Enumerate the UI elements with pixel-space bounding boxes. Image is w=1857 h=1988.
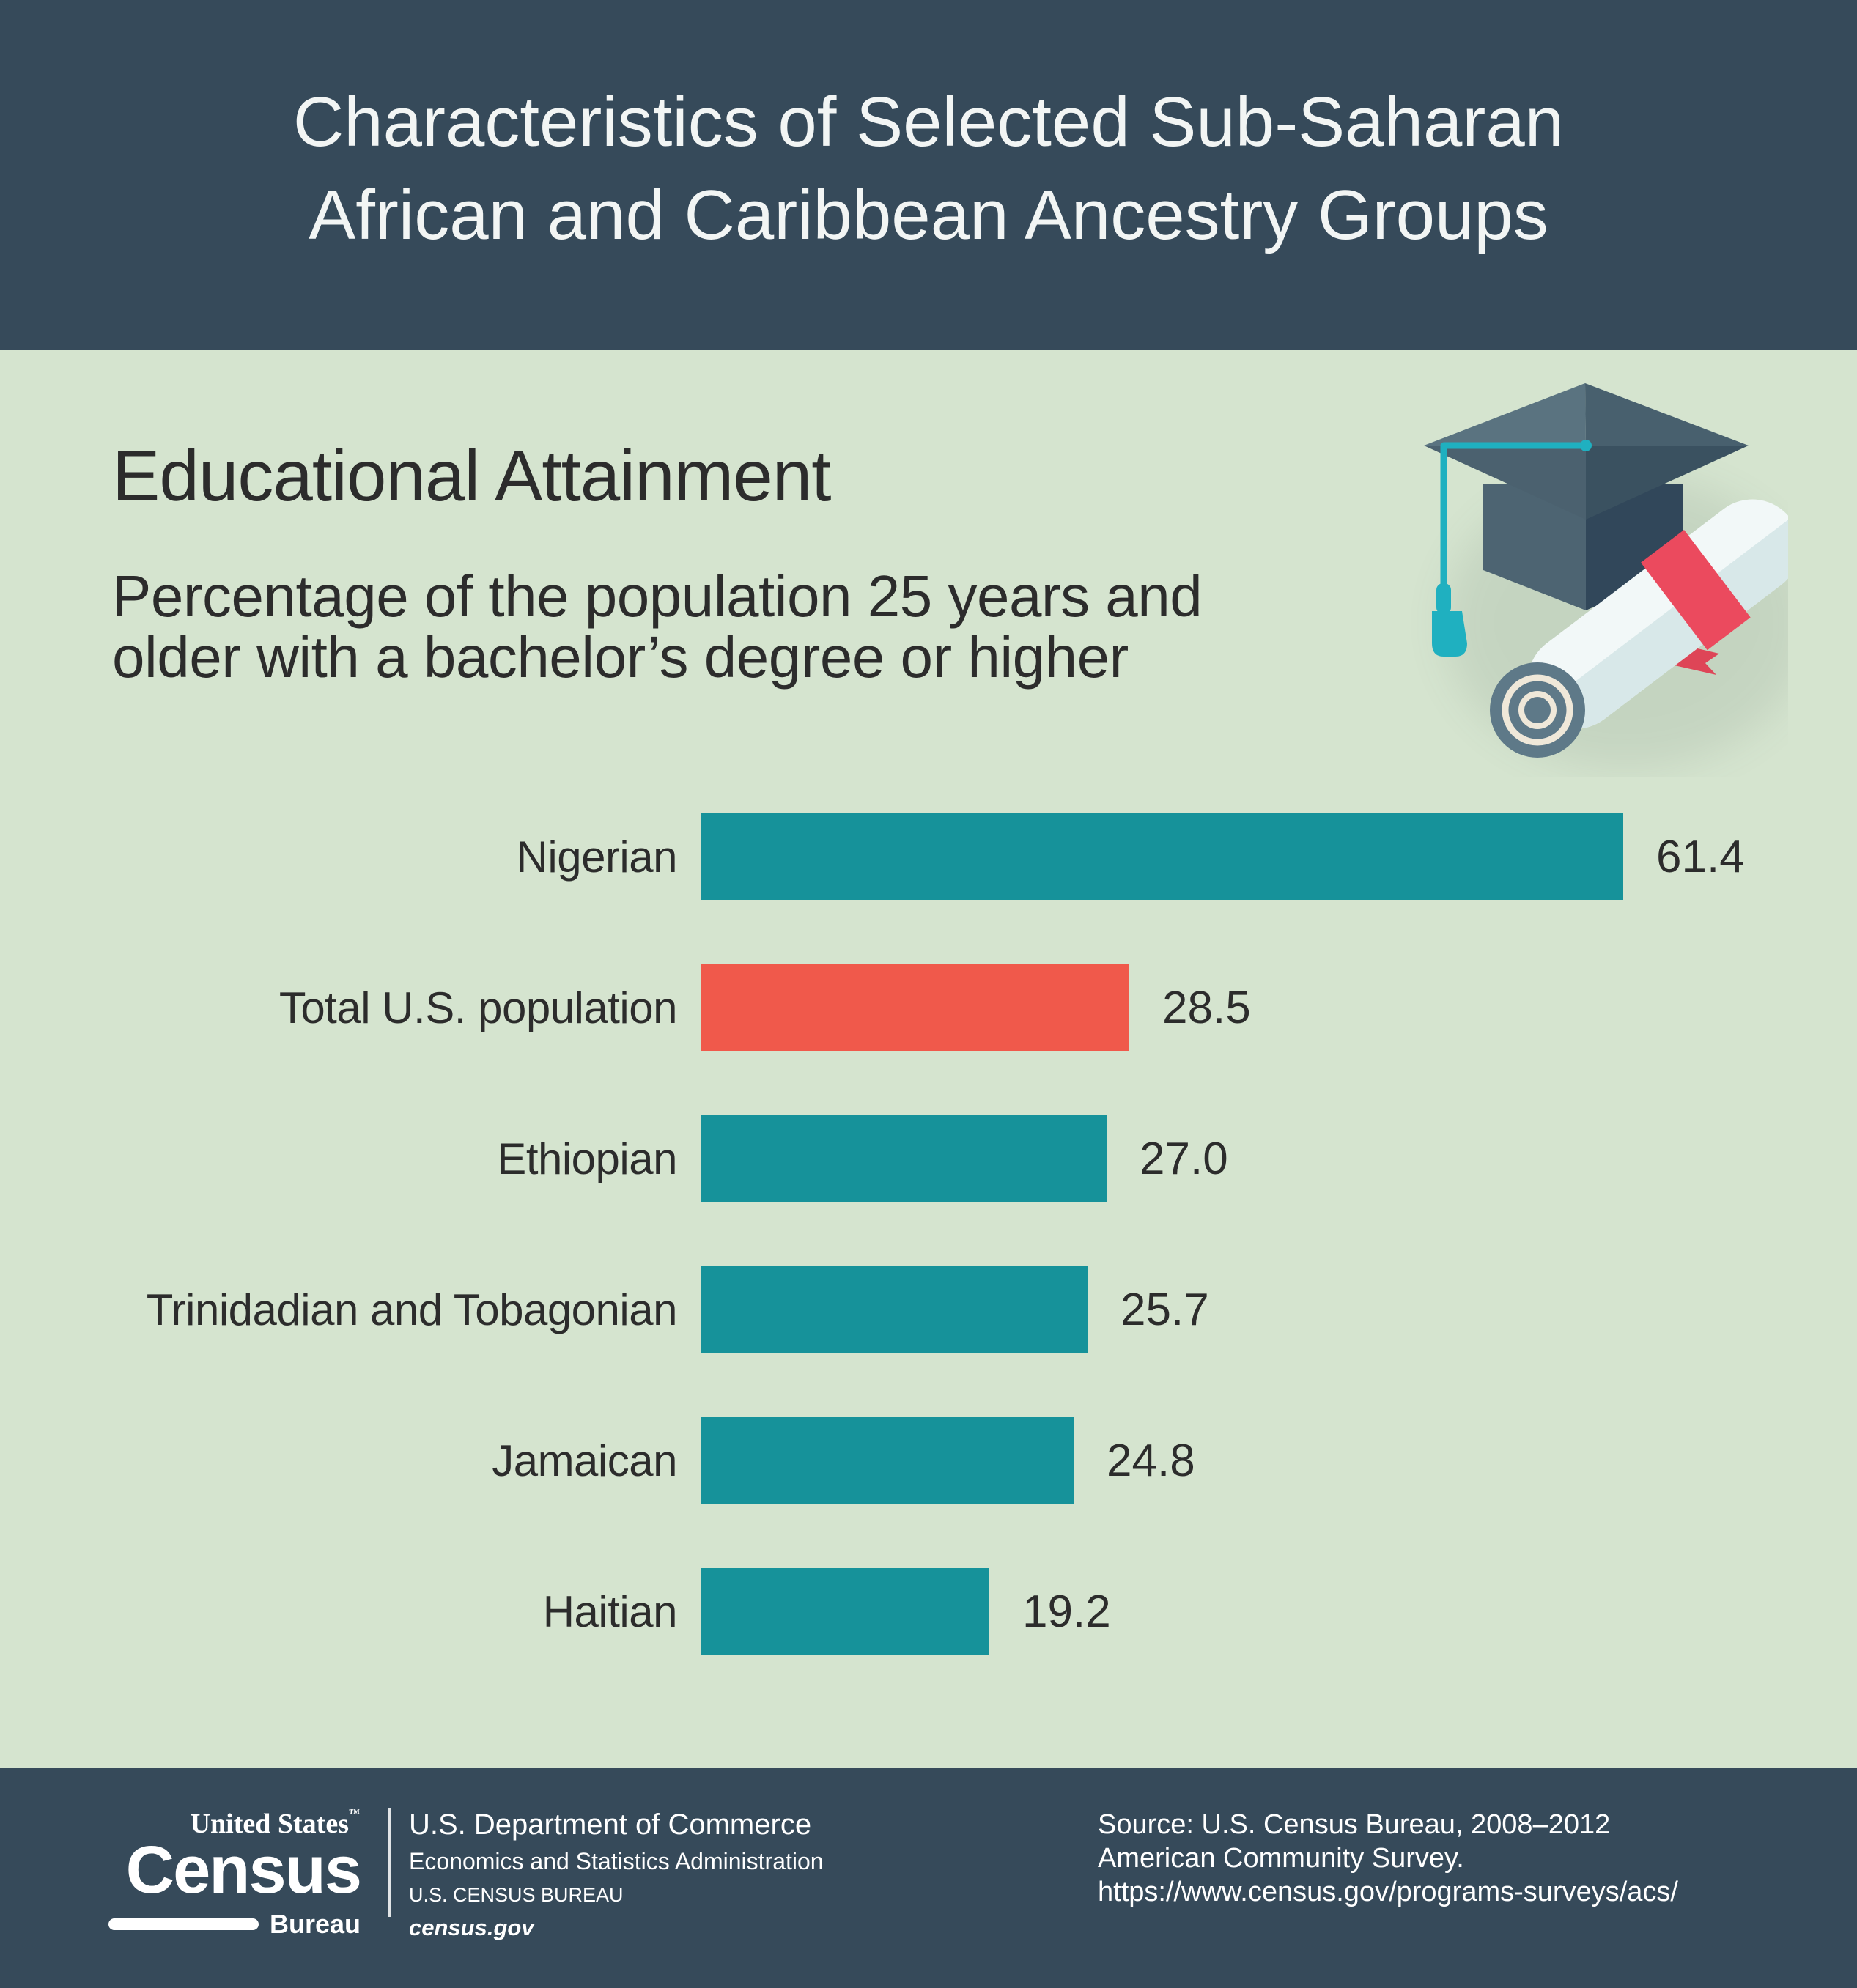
- bar-category-label: Ethiopian: [497, 1134, 677, 1183]
- bar-value-label: 61.4: [1656, 831, 1745, 882]
- logo-bureau-row: Bureau: [108, 1909, 361, 1940]
- scroll-end-cap: [1490, 662, 1585, 758]
- source-line-2: American Community Survey.: [1098, 1843, 1464, 1874]
- section-subtitle: Percentage of the population 25 years an…: [112, 563, 1203, 690]
- source-line-3: https://www.census.gov/programs-surveys/…: [1098, 1877, 1678, 1907]
- agency-economics: Economics and Statistics Administration: [409, 1848, 824, 1874]
- bar-category-label: Total U.S. population: [278, 983, 678, 1032]
- agency-block: U.S. Department of Commerce Economics an…: [409, 1810, 824, 1939]
- chart-row: Jamaican 24.8: [0, 1385, 1857, 1536]
- page-title: Characteristics of Selected Sub-Saharan …: [0, 0, 1857, 262]
- ribbon-band: [1641, 530, 1751, 651]
- bar-value-label: 25.7: [1121, 1284, 1209, 1335]
- page-title-line-1: Characteristics of Selected Sub-Saharan: [292, 83, 1565, 161]
- logo-census: Census: [125, 1833, 362, 1907]
- cap-top-ne-facet: [1585, 383, 1749, 446]
- bar-category-label: Trinidadian and Tobagonian: [146, 1285, 678, 1334]
- source-block: Source: U.S. Census Bureau, 2008–2012 Am…: [1098, 1808, 1678, 1909]
- bar-category-label: Haitian: [542, 1586, 678, 1636]
- bar: [701, 1266, 1088, 1353]
- bar-value-label: 27.0: [1140, 1133, 1228, 1184]
- header-band: Characteristics of Selected Sub-Saharan …: [0, 0, 1857, 350]
- bar-value-label: 28.5: [1162, 982, 1251, 1033]
- cap-top-sw-facet: [1424, 446, 1586, 520]
- census-bureau-logo: United States™ Census Bureau: [108, 1808, 362, 1940]
- chart-row: Haitian 19.2: [0, 1536, 1857, 1687]
- page-title-line-2: African and Caribbean Ancestry Groups: [309, 175, 1548, 254]
- bar: [701, 1115, 1107, 1202]
- cap-top-nw-facet: [1424, 383, 1586, 446]
- bar-zone: 24.8: [701, 1417, 1195, 1504]
- bar-category-label: Jamaican: [492, 1435, 677, 1485]
- bar: [701, 964, 1129, 1051]
- cap-crown-right-face: [1586, 484, 1683, 610]
- bar-value-label: 19.2: [1022, 1586, 1111, 1637]
- bar-zone: 19.2: [701, 1568, 1111, 1655]
- agency-census-bureau: U.S. CENSUS BUREAU: [409, 1884, 624, 1906]
- section-heading: Educational Attainment: [112, 435, 831, 516]
- logo-united-states: United States™: [190, 1808, 361, 1839]
- source-line-1: Source: U.S. Census Bureau, 2008–2012: [1098, 1809, 1611, 1840]
- agency-census-gov: census.gov: [409, 1915, 534, 1940]
- agency-commerce: U.S. Department of Commerce: [409, 1808, 812, 1841]
- bar: [701, 813, 1623, 900]
- chart-row: Trinidadian and Tobagonian 25.7: [0, 1234, 1857, 1385]
- chart-row: Total U.S. population 28.5: [0, 932, 1857, 1083]
- bar-value-label: 24.8: [1107, 1435, 1195, 1486]
- graduation-cap-and-diploma-illustration: [1424, 383, 1788, 769]
- cap-top-se-facet: [1586, 446, 1749, 520]
- bar-zone: 61.4: [701, 813, 1745, 900]
- bar-zone: 27.0: [701, 1115, 1228, 1202]
- logo-bureau: Bureau: [269, 1908, 361, 1939]
- chart-row: Nigerian 61.4: [0, 781, 1857, 932]
- tassel: [1432, 440, 1592, 657]
- cap-crown-left-face: [1483, 484, 1586, 610]
- logo-underline-pill: [108, 1918, 259, 1930]
- bar-category-label: Nigerian: [516, 832, 678, 882]
- bar: [701, 1417, 1074, 1504]
- bar: [701, 1568, 989, 1655]
- section-subtitle-line-1: Percentage of the population 25 years an…: [112, 563, 1203, 629]
- footer-band: United States™ Census Bureau U.S. Depart…: [0, 1768, 1857, 1988]
- diploma-scroll-icon: [1490, 499, 1788, 758]
- chart-row: Ethiopian 27.0: [0, 1083, 1857, 1234]
- section-subtitle-line-2: older with a bachelor’s degree or higher: [112, 624, 1129, 690]
- trademark-symbol: ™: [349, 1808, 361, 1819]
- bar-zone: 28.5: [701, 964, 1251, 1051]
- footer-divider: [388, 1808, 391, 1917]
- graduation-cap-icon: [1424, 383, 1749, 657]
- bar-chart: Nigerian 61.4 Total U.S. population 28.5…: [0, 781, 1857, 1687]
- bar-zone: 25.7: [701, 1266, 1209, 1353]
